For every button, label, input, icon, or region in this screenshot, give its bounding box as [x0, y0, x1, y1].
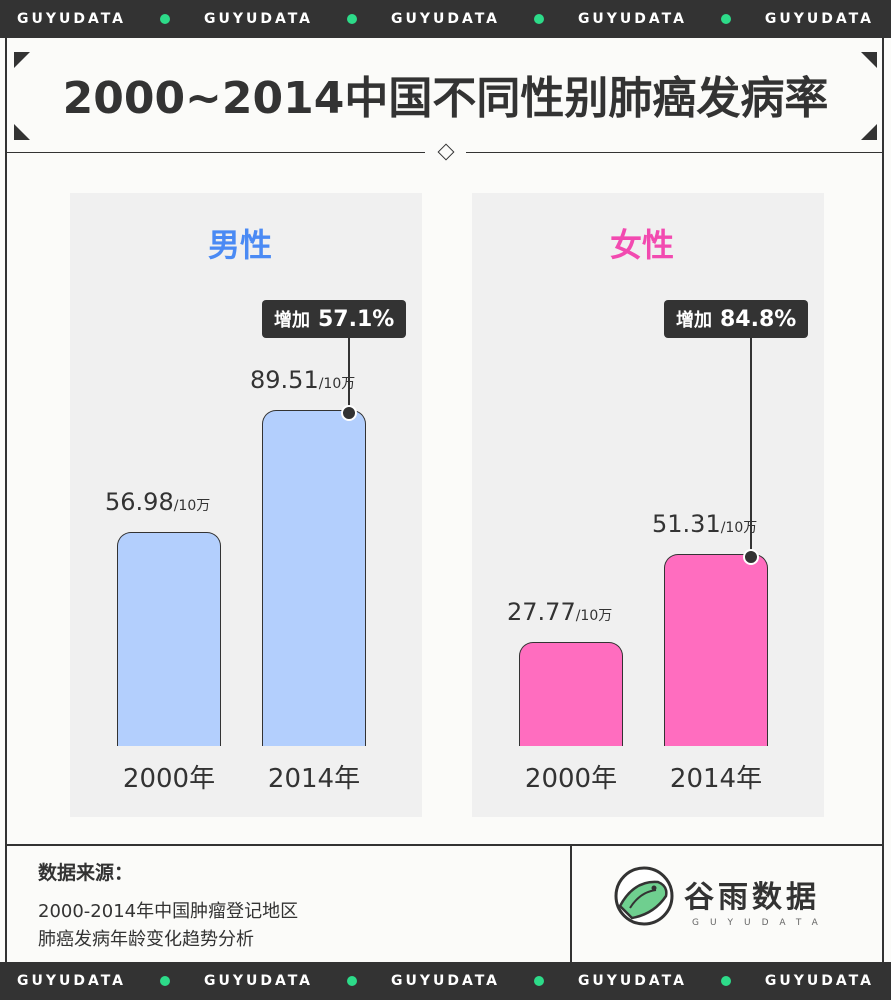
bar-value-unit: /10万	[318, 376, 356, 393]
bar-value: 56.98	[105, 488, 174, 517]
increase-badge: 增加 84.8%	[664, 300, 809, 338]
title-divider-right	[466, 152, 884, 153]
leader-line	[348, 338, 350, 413]
stripe-dot-icon	[160, 976, 170, 986]
bottom-brand-stripe: GUYUDATA GUYUDATA GUYUDATA GUYUDATA GUYU…	[0, 962, 891, 1000]
stripe-dot-icon	[720, 976, 731, 986]
increase-value: 57.1%	[318, 306, 395, 332]
stripe-text: GUYUDATA	[577, 11, 687, 27]
bar-value-label: 51.31/10万	[652, 510, 757, 538]
stripe-text: GUYUDATA	[16, 11, 127, 27]
stripe-dot-icon	[160, 14, 170, 24]
sparrow-logo-icon	[614, 866, 674, 926]
stripe-dot-icon	[533, 14, 544, 24]
stripe-text: GUYUDATA	[203, 973, 314, 989]
source-title: 数据来源：	[38, 862, 134, 884]
source-line: 2000-2014年中国肿瘤登记地区	[38, 901, 299, 922]
corner-mark-top-right	[861, 52, 877, 68]
corner-mark-bottom-right	[861, 124, 877, 140]
stripe-text: GUYUDATA	[764, 973, 874, 989]
corner-marks	[14, 52, 877, 140]
corner-mark-top-left	[14, 52, 30, 68]
bar-value-label: 27.77/10万	[507, 598, 612, 626]
source-line: 肺癌发病年龄变化趋势分析	[38, 929, 254, 950]
bar-value-unit: /10万	[575, 607, 613, 624]
title-divider-left	[5, 152, 425, 153]
year-label: 2000年	[122, 764, 216, 794]
year-label: 2000年	[524, 764, 618, 794]
stripe-text: GUYUDATA	[764, 11, 874, 27]
bar-value-label: 56.98/10万	[105, 488, 210, 516]
stripe-dot-icon	[346, 14, 357, 24]
corner-mark-bottom-left	[14, 124, 30, 140]
top-brand-stripe: GUYUDATA GUYUDATA GUYUDATA GUYUDATA GUYU…	[0, 0, 891, 38]
stripe-dot-icon	[346, 976, 357, 986]
bar-value-unit: /10万	[173, 498, 211, 515]
bar-value: 89.51	[250, 366, 319, 395]
footer-divider	[5, 844, 884, 846]
stripe-text: GUYUDATA	[16, 973, 127, 989]
year-label: 2014年	[669, 764, 763, 794]
stripe-text: GUYUDATA	[390, 973, 500, 989]
bar	[262, 410, 366, 746]
footer-vertical-divider	[570, 844, 572, 962]
bar	[117, 532, 221, 746]
bar-value-unit: /10万	[720, 519, 758, 536]
page-frame	[5, 38, 884, 962]
stripe-text: GUYUDATA	[577, 973, 687, 989]
female-panel-title: 女性	[609, 226, 674, 264]
bar	[664, 553, 768, 746]
bar-value-label: 89.51/10万	[250, 366, 355, 394]
stripe-dot-icon	[533, 976, 544, 986]
increase-badge: 增加 57.1%	[262, 300, 407, 338]
bar	[519, 641, 623, 746]
bar-value: 51.31	[652, 509, 721, 538]
stripe-text: GUYUDATA	[390, 11, 500, 27]
logo-subtext: GUYUDATA	[692, 918, 829, 928]
year-label: 2014年	[267, 764, 361, 794]
bar-value: 27.77	[507, 597, 576, 626]
leader-pin	[743, 548, 759, 565]
increase-value: 84.8%	[720, 306, 797, 332]
logo-text: 谷雨数据	[684, 880, 820, 915]
page-title: 2000~2014中国不同性别肺癌发病率	[62, 73, 829, 124]
leader-pin	[341, 405, 357, 422]
increase-label: 增加	[676, 310, 712, 331]
stripe-text: GUYUDATA	[203, 11, 314, 27]
leader-line	[750, 338, 752, 556]
stripe-dot-icon	[720, 14, 731, 24]
male-panel-title: 男性	[207, 226, 272, 264]
increase-label: 增加	[274, 310, 310, 331]
